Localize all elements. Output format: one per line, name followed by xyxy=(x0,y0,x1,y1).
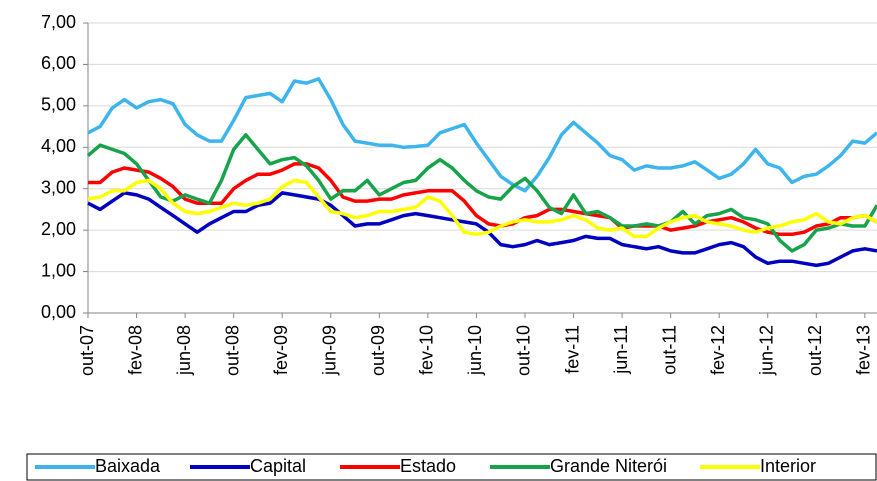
y-tick-label: 1,00 xyxy=(41,260,76,280)
x-tick-label: out-11 xyxy=(659,325,679,375)
y-tick-label: 3,00 xyxy=(41,177,76,197)
y-tick-label: 2,00 xyxy=(41,219,76,239)
x-tick-label: jun-09 xyxy=(320,325,340,376)
y-tick-label: 6,00 xyxy=(41,53,76,73)
x-tick-label: jun-10 xyxy=(465,325,485,376)
x-tick-label: fev-08 xyxy=(125,325,145,375)
x-tick-label: fev-12 xyxy=(708,325,728,375)
y-tick-label: 5,00 xyxy=(41,95,76,115)
x-tick-label: out-07 xyxy=(77,325,97,376)
x-tick-label: out-08 xyxy=(222,325,242,376)
x-tick-label: jun-08 xyxy=(174,325,194,376)
series-line xyxy=(87,191,877,268)
legend-label: Estado xyxy=(400,456,456,476)
y-tick-label: 4,00 xyxy=(41,136,76,156)
x-tick-label: fev-09 xyxy=(271,325,291,375)
legend-label: Interior xyxy=(760,456,816,476)
series-line xyxy=(86,133,877,253)
x-tick-label: fev-13 xyxy=(854,325,874,375)
x-tick-label: out-09 xyxy=(368,325,388,376)
series-line xyxy=(88,162,877,237)
x-tick-label: out-12 xyxy=(805,325,825,376)
legend-label: Capital xyxy=(250,456,306,476)
x-tick-label: jun-11 xyxy=(611,325,631,375)
y-tick-label: 7,00 xyxy=(41,12,76,32)
x-tick-label: fev-11 xyxy=(562,325,582,374)
x-tick-label: out-10 xyxy=(514,325,534,376)
series-line xyxy=(87,77,877,193)
x-tick-label: jun-12 xyxy=(757,325,777,376)
series-line xyxy=(87,178,877,239)
y-tick-label: 0,00 xyxy=(41,302,76,322)
legend-label: Baixada xyxy=(95,456,161,476)
legend-label: Grande Niterói xyxy=(550,456,667,476)
x-tick-label: fev-10 xyxy=(417,325,437,375)
